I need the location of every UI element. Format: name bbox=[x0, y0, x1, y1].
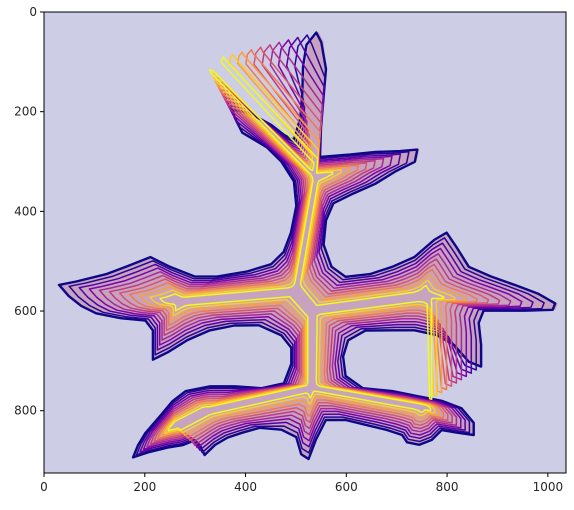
y-tick-label: 200 bbox=[14, 105, 37, 119]
y-tick-label: 0 bbox=[29, 5, 37, 19]
x-axis: 0 200 400 600 800 1000 bbox=[40, 473, 563, 494]
x-tick-label: 1000 bbox=[533, 480, 564, 494]
x-tick-label: 800 bbox=[436, 480, 459, 494]
plot-frame bbox=[43, 11, 567, 474]
x-tick-label: 600 bbox=[335, 480, 358, 494]
y-axis: 0 200 400 600 800 bbox=[14, 5, 44, 418]
x-tick-label: 400 bbox=[234, 480, 257, 494]
x-tick-label: 200 bbox=[133, 480, 156, 494]
contour-level-10 bbox=[159, 56, 445, 432]
y-tick-label: 800 bbox=[14, 404, 37, 418]
contour-group bbox=[56, 31, 558, 461]
y-tick-label: 400 bbox=[14, 204, 37, 218]
x-tick-label: 0 bbox=[40, 480, 48, 494]
y-tick-label: 600 bbox=[14, 304, 37, 318]
contour-level-4 bbox=[98, 41, 512, 448]
